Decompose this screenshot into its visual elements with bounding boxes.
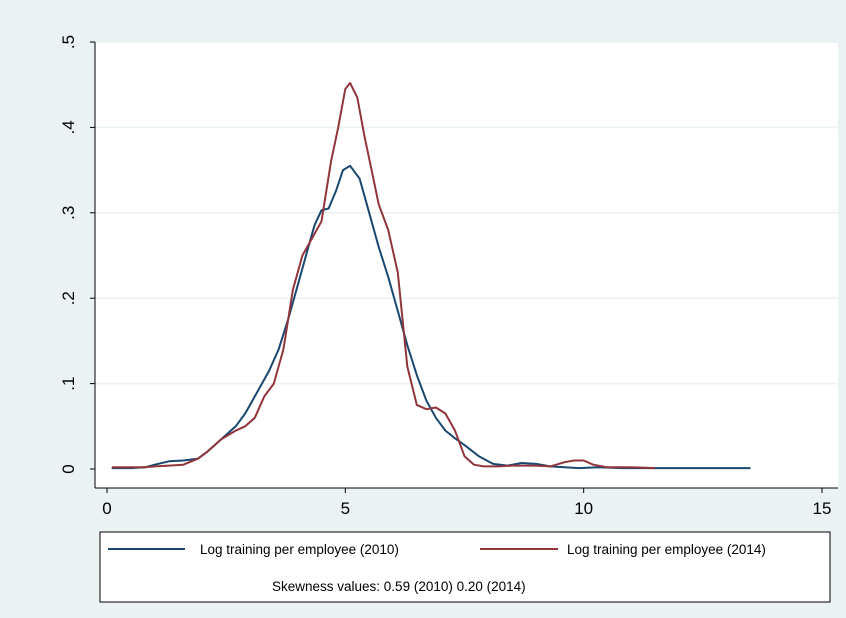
y-tick-label-2: .2 — [59, 291, 78, 305]
plot-background — [95, 42, 838, 488]
axes: 0 .1 .2 .3 .4 .5 0 5 10 15 — [59, 35, 838, 518]
y-tick-label-3: .3 — [59, 206, 78, 220]
skewness-note: Skewness values: 0.59 (2010) 0.20 (2014) — [272, 579, 526, 594]
gridlines — [95, 41, 838, 385]
x-tick-label-3: 15 — [813, 499, 832, 518]
x-tick-label-0: 0 — [102, 499, 111, 518]
y-tick-label-4: .4 — [59, 120, 78, 134]
x-tick-label-1: 5 — [341, 499, 350, 518]
y-tick-label-0: 0 — [59, 464, 78, 473]
series-line-1 — [111, 82, 656, 470]
legend-box: Log training per employee (2010) Log tra… — [99, 531, 831, 603]
legend-label-2014: Log training per employee (2014) — [567, 542, 766, 557]
series-lines — [111, 82, 751, 470]
legend-frame — [99, 531, 831, 603]
legend-label-2010: Log training per employee (2010) — [200, 542, 399, 557]
y-tick-label-1: .1 — [59, 377, 78, 391]
x-tick-label-2: 10 — [574, 499, 593, 518]
y-tick-label-5: .5 — [59, 35, 78, 49]
